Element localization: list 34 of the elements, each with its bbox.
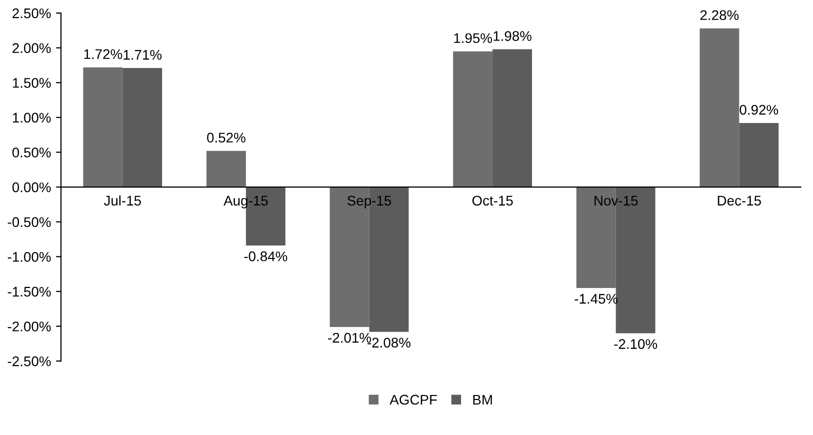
y-tick-label: -2.50%: [8, 356, 51, 366]
y-tick-label: -1.00%: [8, 252, 51, 262]
data-label: 1.98%: [494, 31, 532, 41]
x-tick-label: Nov-15: [594, 196, 638, 206]
data-label: 0.92%: [740, 104, 778, 115]
data-label: 0.52%: [207, 132, 246, 143]
y-tick-label: -0.50%: [8, 217, 51, 228]
bar: [122, 68, 162, 188]
data-label: 2.28%: [700, 10, 739, 20]
y-tick-label: 0.50%: [12, 148, 51, 158]
legend-label: AGCPF: [390, 394, 437, 405]
data-label: 1.71%: [124, 50, 162, 60]
x-tick-label: Oct-15: [472, 196, 513, 206]
bar: [206, 150, 246, 188]
x-tick-label: Dec-15: [718, 196, 761, 206]
bar: [492, 49, 532, 188]
bar: [83, 67, 123, 188]
bar: [700, 28, 740, 188]
y-tick-label: 0.00%: [12, 182, 51, 192]
bar: [739, 123, 779, 188]
y-tick-label: 2.00%: [12, 43, 51, 54]
y-tick-label: 2.50%: [12, 8, 51, 18]
y-tick-label: 1.00%: [12, 112, 51, 123]
data-label: 1.72%: [84, 49, 122, 59]
legend-label: BM: [473, 394, 492, 404]
y-tick-label: -2.00%: [8, 322, 51, 332]
y-tick-label: -1.50%: [8, 286, 51, 297]
bar: [453, 51, 493, 188]
data-label: -2.10%: [614, 339, 658, 349]
data-label: 1.95%: [454, 33, 492, 44]
y-tick-label: 1.50%: [12, 78, 51, 88]
x-tick-label: Jul-15: [104, 195, 141, 206]
data-label: -0.84%: [244, 251, 288, 262]
x-tick-label: Sep-15: [347, 196, 392, 208]
